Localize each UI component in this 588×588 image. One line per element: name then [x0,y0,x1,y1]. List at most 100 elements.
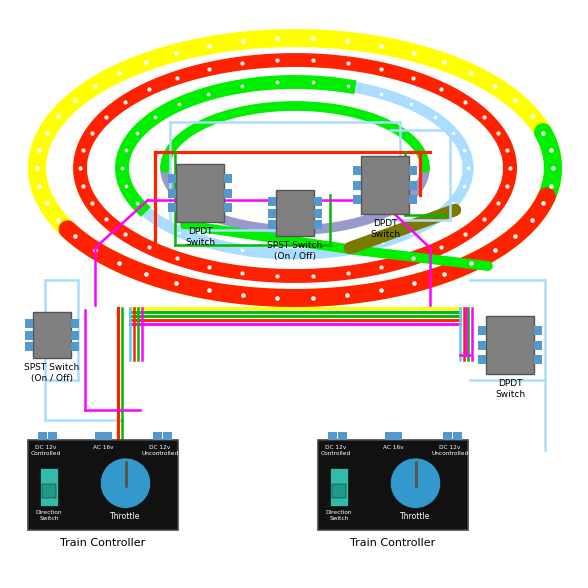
Bar [40,468,58,506]
Point [121,145,131,155]
Point [546,181,555,191]
Point [539,198,548,208]
Text: (On / Off): (On / Off) [274,252,316,261]
Point [272,249,282,258]
Point [494,128,503,138]
Text: Throttle: Throttle [400,512,430,522]
Text: DPDT: DPDT [188,227,212,236]
Point [479,215,489,224]
Bar [153,432,162,440]
Point [204,41,213,50]
Bar [353,181,361,189]
Text: Train Controller: Train Controller [350,538,436,548]
Point [511,231,520,240]
Bar [71,330,79,339]
Point [175,227,184,236]
Point [173,73,182,82]
Bar [332,484,346,498]
Point [505,163,514,173]
Text: DPDT: DPDT [498,379,522,388]
Point [344,245,353,255]
Bar [353,195,361,204]
Point [145,243,154,252]
Bar [224,174,232,183]
Text: AC 16v: AC 16v [93,445,113,450]
Bar [28,440,178,530]
Point [204,286,213,295]
Point [460,97,469,106]
Point [54,112,63,121]
Bar [224,189,232,198]
Point [42,128,51,138]
Point [539,128,548,138]
Point [343,268,352,278]
Point [101,215,111,224]
Point [460,230,469,239]
Point [238,268,247,278]
Text: SPST Switch: SPST Switch [268,241,323,250]
Bar [268,209,276,218]
Point [237,82,246,91]
Point [87,198,96,208]
Bar [38,432,47,440]
Bar [33,312,71,358]
Point [377,89,386,98]
Bar [318,440,468,530]
Point [490,245,500,255]
Point [343,59,352,68]
Point [409,279,419,288]
Bar [338,432,347,440]
Point [238,36,247,45]
Point [377,65,386,74]
Point [344,82,353,91]
Point [502,145,512,155]
Point [70,231,79,240]
Point [308,56,318,65]
Text: DPDT: DPDT [373,219,397,228]
Point [173,253,182,263]
Bar [224,203,232,212]
Point [42,198,51,208]
Point [175,99,184,109]
Text: DC 12v
Uncontrolled: DC 12v Uncontrolled [141,445,179,456]
Point [114,68,123,78]
Point [90,81,99,91]
Point [87,128,96,138]
Bar [443,432,452,440]
Bar [328,432,337,440]
Point [78,181,88,191]
Point [204,262,213,272]
Bar [25,319,33,328]
Point [436,243,445,252]
Point [142,269,151,279]
Point [409,48,419,57]
Point [439,269,449,279]
Text: Direction
Switch: Direction Switch [36,510,62,521]
Point [439,57,449,66]
Point [511,96,520,105]
Point [272,78,282,87]
Point [145,84,154,93]
Point [466,68,476,78]
Point [406,99,416,109]
Bar [42,484,56,498]
Point [308,249,318,258]
Point [114,258,123,268]
Point [273,34,282,43]
Bar [330,468,348,506]
Point [121,97,130,106]
Point [448,198,457,208]
Point [172,279,181,288]
Bar [168,174,176,183]
Point [70,96,79,105]
Point [204,89,213,98]
Point [406,227,416,236]
Bar [103,432,112,440]
Point [308,34,318,43]
Point [377,262,386,272]
Text: Switch: Switch [185,238,215,247]
Bar [71,342,79,351]
Bar [314,209,322,218]
Bar [393,432,402,440]
Point [172,48,181,57]
